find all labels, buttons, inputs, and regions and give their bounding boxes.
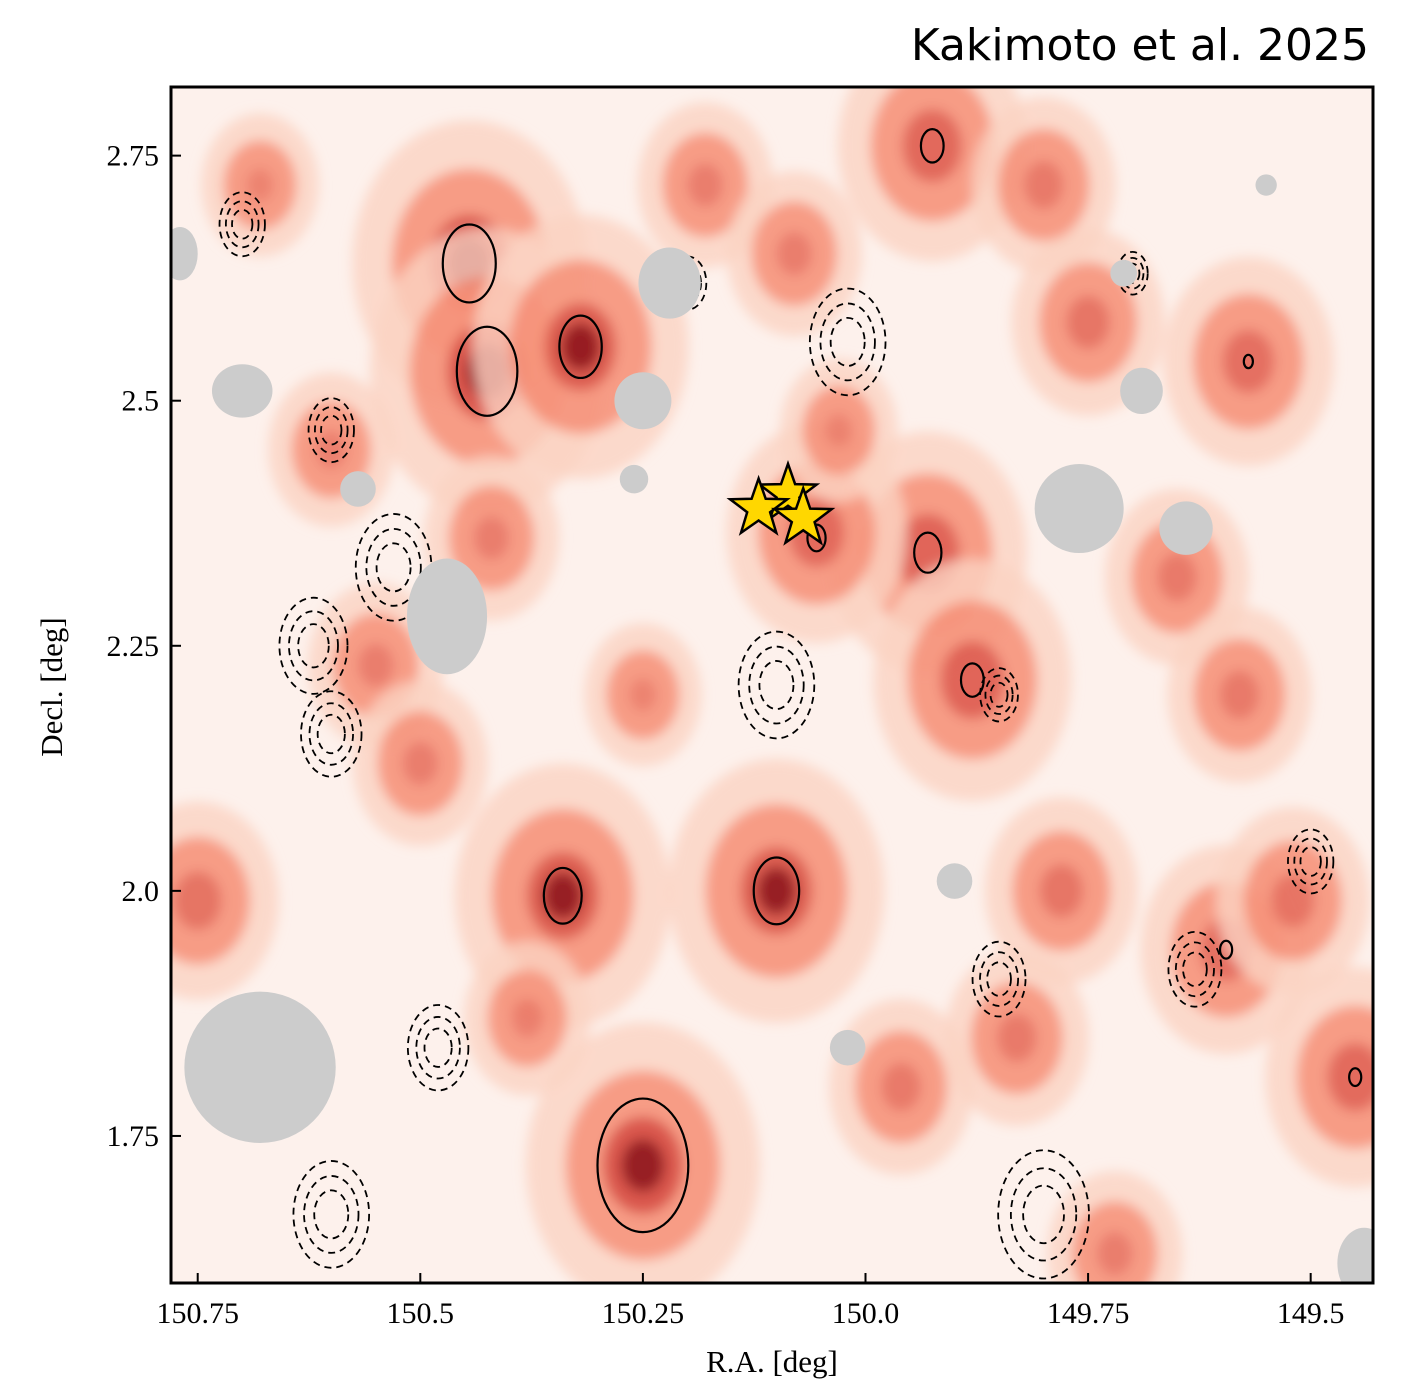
density-peak-22 bbox=[464, 941, 591, 1096]
x-axis-label: R.A. [deg] bbox=[706, 1344, 838, 1379]
chart-title: Kakimoto et al. 2025 bbox=[911, 20, 1369, 71]
overdensity-contour-12 bbox=[1348, 1067, 1363, 1088]
masked-region-2 bbox=[638, 247, 701, 319]
underdensity-contour-3 bbox=[278, 596, 349, 695]
plot-area bbox=[171, 87, 1373, 1283]
x-tick-label-3: 150.0 bbox=[832, 1297, 900, 1330]
source-star-marker-2 bbox=[770, 484, 836, 546]
overdensity-contour-2 bbox=[558, 314, 603, 380]
underdensity-contour-6 bbox=[292, 1160, 371, 1269]
masked-region-9 bbox=[1120, 367, 1163, 415]
source-star-marker-1 bbox=[726, 474, 791, 536]
density-peak-7 bbox=[873, 559, 1072, 802]
underdensity-contour-5 bbox=[997, 1149, 1090, 1280]
masked-region-5 bbox=[211, 364, 273, 418]
overdensity-contour-7 bbox=[959, 662, 985, 698]
overdensity-contour-4 bbox=[542, 866, 583, 925]
masked-region-14 bbox=[171, 226, 198, 281]
y-tick-label-0: 1.75 bbox=[107, 1120, 160, 1153]
density-peak-20 bbox=[1265, 967, 1373, 1188]
masked-region-13 bbox=[829, 1029, 866, 1066]
underdensity-contour-12 bbox=[1287, 828, 1335, 895]
density-peak-27 bbox=[726, 171, 862, 337]
x-axis: 150.75 150.5 150.25 150.0 149.75 149.5 bbox=[156, 1273, 1344, 1330]
y-axis: 1.75 2.0 2.25 2.5 2.75 bbox=[107, 140, 181, 1153]
masked-region-1 bbox=[406, 558, 488, 675]
density-peak-23 bbox=[171, 801, 279, 1000]
density-peak-21 bbox=[944, 949, 1089, 1126]
overdensity-contour-3 bbox=[596, 1097, 690, 1234]
underdensity-contour-4 bbox=[300, 690, 363, 778]
source-marker-layer bbox=[726, 459, 836, 546]
underdensity-contour-7 bbox=[406, 1004, 470, 1092]
density-peak-25 bbox=[201, 113, 319, 257]
density-peak-5 bbox=[668, 758, 885, 1023]
underdensity-contour-14 bbox=[218, 191, 266, 258]
x-tick-label-5: 149.5 bbox=[1277, 1297, 1345, 1330]
masked-region-10 bbox=[1110, 259, 1138, 287]
underdensity-contour-0 bbox=[808, 287, 887, 397]
density-peak-18 bbox=[984, 797, 1138, 985]
density-peak-13 bbox=[584, 623, 702, 767]
overdensity-contour-5 bbox=[752, 856, 801, 926]
y-tick-label-1: 2.0 bbox=[122, 875, 160, 908]
masked-region-8 bbox=[1159, 501, 1213, 555]
overdensity-contour-8 bbox=[919, 128, 945, 164]
masked-region-layer bbox=[171, 174, 1373, 1283]
plot-frame bbox=[169, 85, 1375, 1285]
overdensity-contour-1 bbox=[455, 325, 519, 417]
y-tick-label-4: 2.75 bbox=[107, 140, 160, 173]
masked-region-7 bbox=[1034, 464, 1124, 554]
masked-region-15 bbox=[1337, 1227, 1373, 1283]
x-tick-label-2: 150.25 bbox=[602, 1297, 685, 1330]
masked-region-0 bbox=[184, 991, 336, 1144]
x-tick-label-4: 149.75 bbox=[1047, 1297, 1130, 1330]
masked-region-6 bbox=[340, 471, 376, 507]
underdensity-contour-13 bbox=[979, 667, 1019, 723]
density-peak-31 bbox=[780, 358, 898, 502]
overdensity-contour-layer bbox=[441, 128, 1363, 1234]
y-tick-label-2: 2.25 bbox=[107, 630, 160, 663]
y-axis-label: Decl. [deg] bbox=[34, 617, 69, 756]
underdensity-contour-2 bbox=[737, 630, 816, 740]
overdensity-contour-6 bbox=[913, 531, 943, 574]
masked-region-4 bbox=[619, 464, 649, 494]
density-peak-30 bbox=[1047, 1171, 1183, 1283]
underdensity-contour-layer bbox=[218, 191, 1335, 1280]
masked-region-11 bbox=[1255, 174, 1277, 196]
y-tick-label-3: 2.5 bbox=[122, 385, 160, 418]
masked-region-3 bbox=[614, 372, 672, 430]
underdensity-contour-8 bbox=[971, 940, 1027, 1018]
masked-region-12 bbox=[936, 863, 973, 899]
density-peak-32 bbox=[829, 998, 974, 1175]
x-tick-label-1: 150.5 bbox=[387, 1297, 455, 1330]
underdensity-contour-11 bbox=[307, 397, 355, 464]
density-peak-17 bbox=[1167, 606, 1312, 783]
density-peak-29 bbox=[352, 680, 488, 846]
density-peak-3 bbox=[525, 1022, 760, 1283]
overdensity-contour-0 bbox=[441, 223, 497, 304]
overdensity-contour-9 bbox=[1242, 353, 1254, 370]
density-peak-24 bbox=[268, 372, 395, 527]
density-peak-9 bbox=[1162, 256, 1334, 466]
x-tick-label-0: 150.75 bbox=[156, 1297, 239, 1330]
overdensity-contour-10 bbox=[1218, 939, 1234, 960]
density-peak-19 bbox=[1216, 807, 1370, 995]
source-star-marker-0 bbox=[755, 459, 821, 522]
density-heat-layer bbox=[171, 87, 1373, 1283]
density-peak-26 bbox=[637, 102, 773, 268]
density-peak-15 bbox=[971, 97, 1116, 274]
underdensity-contour-9 bbox=[1167, 930, 1223, 1008]
